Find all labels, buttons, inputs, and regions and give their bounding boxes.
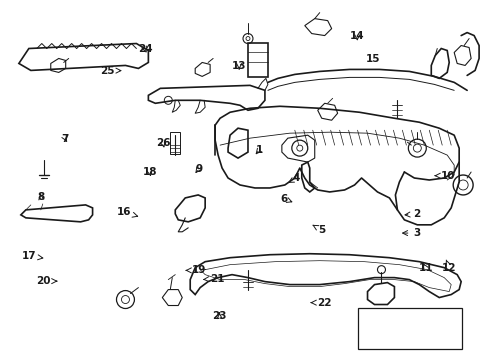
Text: 1: 1 xyxy=(256,144,263,154)
Text: 15: 15 xyxy=(366,54,380,64)
Text: 12: 12 xyxy=(442,260,456,273)
Text: 22: 22 xyxy=(311,298,332,308)
Text: 10: 10 xyxy=(435,171,456,181)
Bar xyxy=(171,132,180,154)
Text: 18: 18 xyxy=(143,167,157,177)
Text: 4: 4 xyxy=(289,173,300,183)
Text: 17: 17 xyxy=(22,251,43,261)
Text: 16: 16 xyxy=(117,207,138,217)
Text: 3: 3 xyxy=(403,228,420,238)
Text: 13: 13 xyxy=(232,61,246,71)
Text: 5: 5 xyxy=(313,225,325,235)
Bar xyxy=(248,42,268,77)
Text: 19: 19 xyxy=(186,265,207,275)
Text: 9: 9 xyxy=(195,163,202,174)
Text: 6: 6 xyxy=(281,194,292,204)
Text: 14: 14 xyxy=(350,31,365,41)
Text: 2: 2 xyxy=(405,209,420,219)
Bar xyxy=(358,307,462,349)
Text: 11: 11 xyxy=(418,263,433,273)
Text: 24: 24 xyxy=(138,44,152,54)
Text: 7: 7 xyxy=(62,134,69,144)
Text: 20: 20 xyxy=(36,276,57,286)
Text: 25: 25 xyxy=(99,66,121,76)
Text: 21: 21 xyxy=(204,274,224,284)
Text: 23: 23 xyxy=(212,311,227,320)
Text: 8: 8 xyxy=(37,192,45,202)
Text: 26: 26 xyxy=(156,139,170,148)
